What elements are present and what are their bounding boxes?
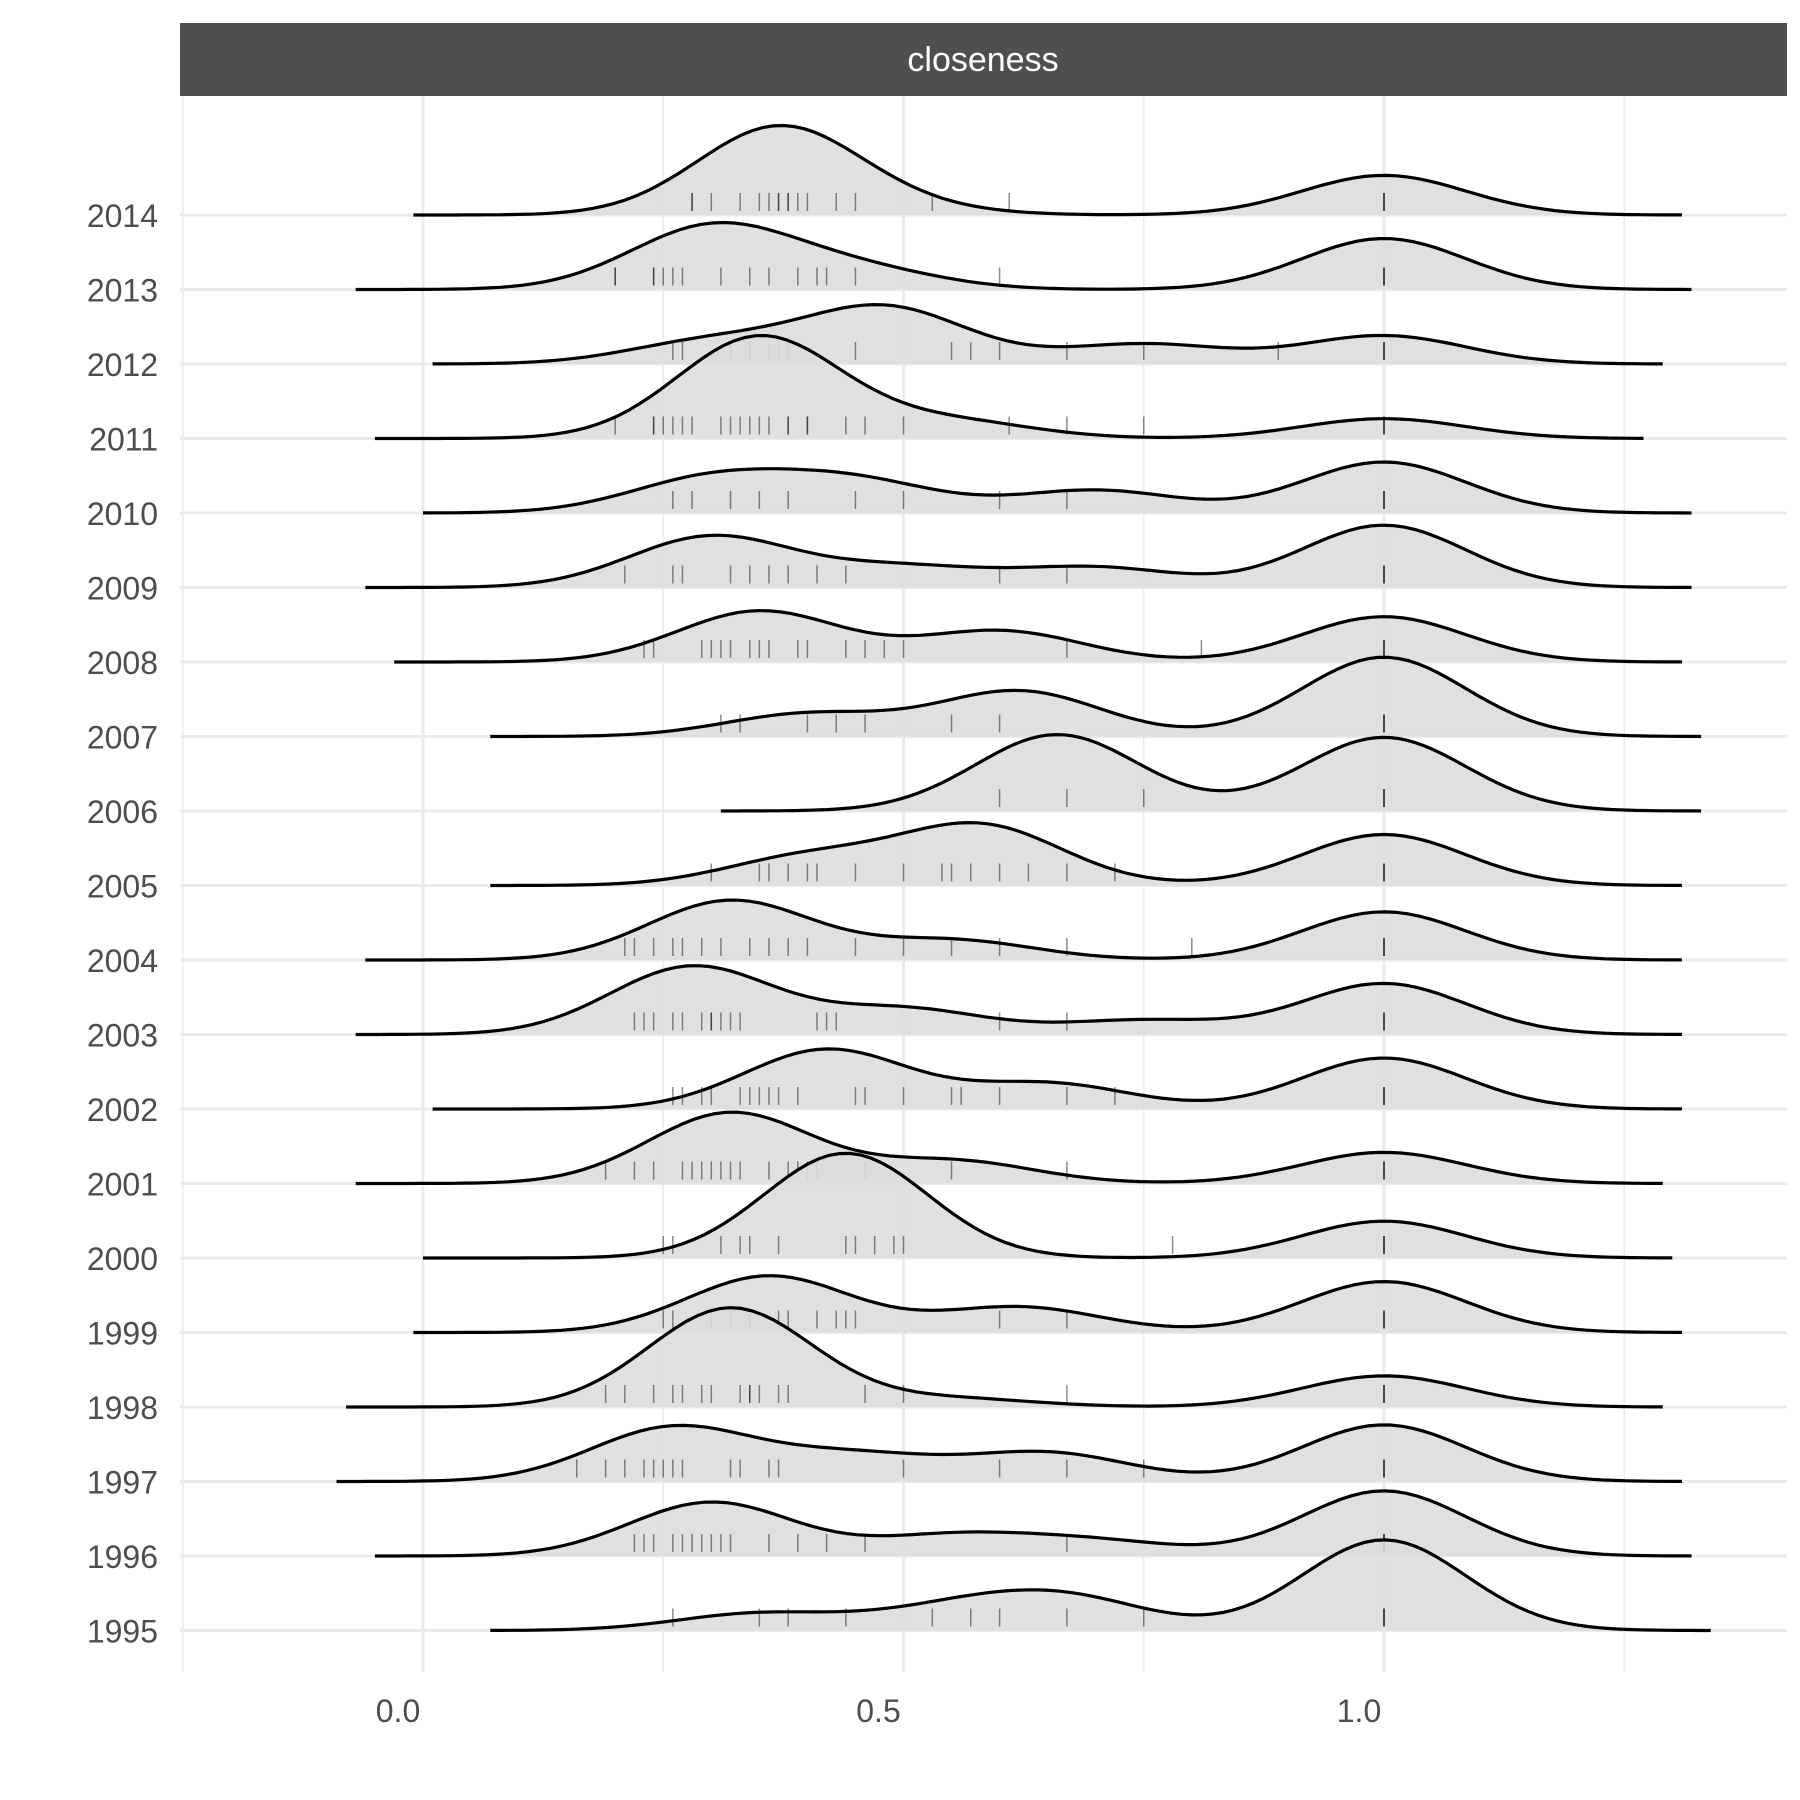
ridge-fill <box>423 1153 1673 1258</box>
ridges-layer <box>336 123 1711 1633</box>
ridge-2005 <box>490 820 1682 888</box>
facet-label: closeness <box>907 41 1058 79</box>
x-tick-label: 0.0 <box>376 1693 420 1729</box>
y-tick-label: 2011 <box>89 422 158 458</box>
ridge-density-line <box>413 123 1682 217</box>
ridge-2003 <box>355 964 1682 1037</box>
ridge-2009 <box>365 523 1692 590</box>
ridge-2014 <box>413 123 1682 217</box>
ridge-density-line <box>374 333 1644 441</box>
ridge-fill <box>355 222 1692 290</box>
x-tick-label: 0.5 <box>856 1693 900 1729</box>
ridge-fill <box>365 900 1682 960</box>
ridge-2012 <box>432 302 1663 366</box>
y-tick-label: 1999 <box>87 1316 158 1352</box>
ridge-fill <box>355 965 1682 1035</box>
y-tick-label: 2010 <box>87 496 158 532</box>
y-tick-label: 2007 <box>87 720 158 756</box>
ridge-2007 <box>490 655 1702 739</box>
y-tick-label: 2003 <box>87 1018 158 1054</box>
ridge-2011 <box>374 333 1644 441</box>
y-tick-label: 2013 <box>87 273 158 309</box>
ridge-density-line <box>490 655 1702 739</box>
ridge-density-line <box>720 732 1702 813</box>
x-axis-labels: 0.0 0.5 1.0 <box>376 1693 1381 1729</box>
ridge-2001 <box>355 1110 1663 1186</box>
ridge-fill <box>432 304 1663 364</box>
ridge-2010 <box>423 460 1692 515</box>
ridge-fill <box>413 125 1682 215</box>
y-axis-labels: 2014 2013 2012 2011 2010 2009 2008 2007 2006 2005… <box>87 198 158 1650</box>
ridge-density-line <box>423 1151 1673 1260</box>
y-tick-label: 2009 <box>87 571 158 607</box>
ridge-density-line <box>423 460 1692 515</box>
ridge-fill <box>423 462 1692 513</box>
y-tick-label: 2008 <box>87 645 158 681</box>
ridge-density-line <box>374 1489 1692 1558</box>
y-tick-label: 1995 <box>87 1614 158 1650</box>
ridge-2002 <box>432 1047 1682 1111</box>
ridge-2000 <box>423 1151 1673 1260</box>
y-tick-label: 2001 <box>87 1167 158 1203</box>
ridge-fill <box>490 822 1682 886</box>
ridge-density-line <box>432 302 1663 366</box>
ridge-fill <box>365 525 1692 588</box>
ridge-fill <box>432 1048 1682 1109</box>
y-tick-label: 2004 <box>87 943 158 979</box>
ridge-fill <box>374 335 1644 439</box>
y-tick-label: 2005 <box>87 869 158 905</box>
y-tick-label: 2002 <box>87 1092 158 1128</box>
ridge-density-line <box>490 1538 1711 1633</box>
y-tick-label: 1997 <box>87 1465 158 1501</box>
y-tick-label: 2014 <box>87 198 158 234</box>
ridge-fill <box>490 1539 1711 1631</box>
ridge-density-line <box>394 608 1682 664</box>
ridge-2008 <box>394 608 1682 664</box>
ridge-fill <box>374 1490 1692 1556</box>
ridge-1998 <box>346 1306 1663 1409</box>
y-tick-label: 2012 <box>87 347 158 383</box>
y-tick-label: 1996 <box>87 1539 158 1575</box>
y-tick-label: 2000 <box>87 1241 158 1277</box>
x-tick-label: 1.0 <box>1337 1693 1381 1729</box>
ridge-1997 <box>336 1423 1682 1484</box>
ridge-density-line <box>355 1110 1663 1186</box>
facet-strip <box>180 23 1787 96</box>
ridge-2006 <box>720 732 1702 813</box>
y-tick-label: 2006 <box>87 794 158 830</box>
ridge-2013 <box>355 220 1692 292</box>
ridge-2004 <box>365 898 1682 962</box>
ridge-density-line <box>432 1047 1682 1111</box>
ridge-fill <box>490 657 1702 737</box>
ridge-density-line <box>490 820 1682 888</box>
ridge-fill <box>394 610 1682 662</box>
ridge-fill <box>720 734 1702 811</box>
ridge-density-line <box>346 1306 1663 1409</box>
ridge-density-line <box>365 523 1692 590</box>
ridge-1999 <box>413 1274 1682 1335</box>
ridge-density-line <box>413 1274 1682 1335</box>
ridge-density-line <box>355 220 1692 292</box>
ridge-1995 <box>490 1538 1711 1633</box>
ridge-density-line <box>355 964 1682 1037</box>
ridge-density-line <box>365 898 1682 962</box>
y-tick-label: 1998 <box>87 1390 158 1426</box>
ridge-fill <box>355 1112 1663 1184</box>
ridge-density-line <box>336 1423 1682 1484</box>
ridge-1996 <box>374 1489 1692 1558</box>
